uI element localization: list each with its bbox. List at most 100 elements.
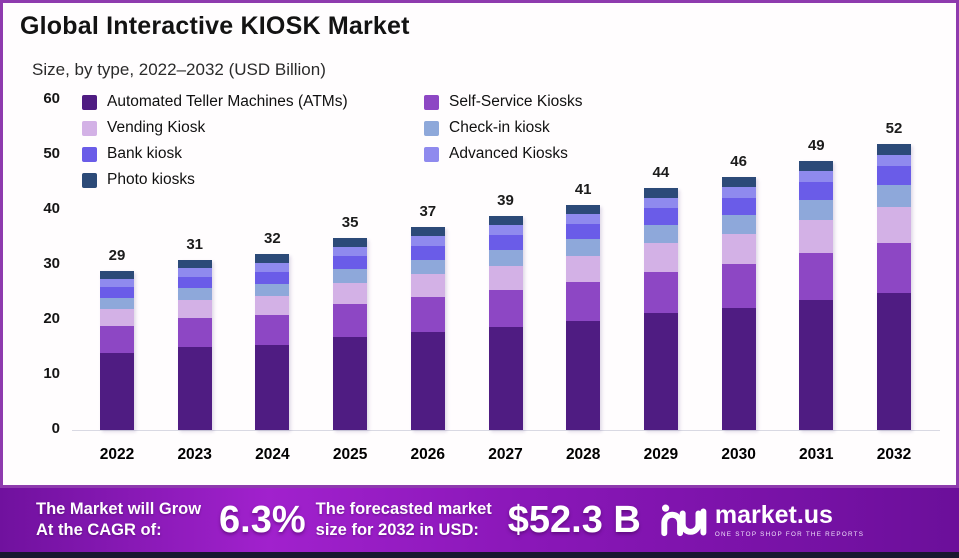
legend-item-advanced-kiosks: Advanced Kiosks [424, 144, 744, 164]
x-axis-label-2026: 2026 [410, 446, 446, 463]
forecast-label-line1: The forecasted market [315, 499, 492, 518]
bar-2026-segment-photo-kiosks [410, 226, 445, 237]
bar-2028 [566, 204, 601, 431]
bar-2025-segment-vending-kiosk [333, 283, 368, 305]
bar-2032-segment-vending-kiosk [877, 207, 911, 243]
bar-2030-segment-photo-kiosks [721, 177, 756, 188]
bar-total-label-2022: 29 [108, 246, 126, 264]
bar-2022-segment-automated-teller-machines-atms [100, 353, 134, 430]
x-axis-label-2028: 2028 [565, 446, 601, 463]
bar-2024-segment-vending-kiosk [255, 296, 290, 316]
bar-2032-segment-check-in-kiosk [877, 185, 911, 208]
bar-2032-segment-photo-kiosks [877, 144, 911, 155]
cagr-value: 6.3% [219, 498, 306, 541]
bar-2026-segment-check-in-kiosk [410, 259, 445, 275]
bar-2022-segment-advanced-kiosks [100, 278, 134, 287]
forecast-label: The forecasted market size for 2032 in U… [316, 499, 492, 542]
legend-label: Photo kiosks [107, 171, 195, 188]
bar-2027-segment-bank-kiosk [488, 234, 523, 250]
bar-2025-segment-automated-teller-machines-atms [333, 337, 368, 430]
brand-tagline: ONE STOP SHOP FOR THE REPORTS [714, 530, 865, 538]
bar-2024 [255, 254, 290, 430]
plot-area: 0 10 20 30 40 50 60 29 2022 31 2023 32 2024 35 2025 37 2… [43, 90, 940, 463]
legend-item-self-service-kiosks: Self-Service Kiosks [424, 92, 744, 112]
bar-2025-segment-advanced-kiosks [333, 246, 368, 257]
bar-2031-segment-automated-teller-machines-atms [799, 300, 834, 430]
x-axis-label-2032: 2032 [876, 446, 912, 463]
bar-2024-segment-check-in-kiosk [255, 283, 290, 297]
bar-2032 [877, 144, 911, 430]
bar-total-label-2029: 44 [652, 164, 670, 181]
bar-2031-segment-bank-kiosk [799, 181, 834, 201]
bar-2023-segment-check-in-kiosk [177, 288, 212, 301]
bar-2023-segment-bank-kiosk [177, 276, 212, 289]
legend-item-check-in-kiosk: Check-in kiosk [424, 118, 744, 138]
bar-2027-segment-self-service-kiosks [488, 289, 523, 327]
bar-2022-segment-photo-kiosks [100, 270, 134, 279]
bar-2024-segment-self-service-kiosks [255, 315, 290, 346]
legend-swatch-automated-teller-machines-atms [82, 94, 97, 110]
bar-2029-segment-check-in-kiosk [643, 224, 678, 243]
bar-total-label-2024: 32 [264, 230, 281, 247]
footer-banner: The Market will Grow At the CAGR of: 6.3… [0, 488, 959, 552]
legend-label: Advanced Kiosks [449, 145, 568, 162]
legend-swatch-photo-kiosks [82, 172, 97, 188]
legend-label: Vending Kiosk [107, 119, 206, 136]
legend-label: Automated Teller Machines (ATMs) [107, 93, 348, 110]
bar-2031-segment-check-in-kiosk [799, 200, 834, 221]
bar-2025 [333, 237, 368, 431]
bar-2032-segment-advanced-kiosks [877, 155, 911, 166]
legend-swatch-self-service-kiosks [424, 94, 439, 110]
brand-name: market.us [714, 500, 833, 529]
bar-2027 [488, 215, 523, 431]
bar-2027-segment-automated-teller-machines-atms [488, 326, 523, 430]
legend: Automated Teller Machines (ATMs) Self-Ser… [82, 92, 744, 190]
bar-2031-segment-photo-kiosks [799, 160, 834, 172]
bar-total-label-2025: 35 [341, 213, 359, 231]
bar-2024-segment-bank-kiosk [255, 271, 290, 284]
bar-2028-segment-check-in-kiosk [566, 239, 601, 256]
bar-total-label-2027: 39 [497, 191, 514, 209]
cagr-label-line1: The Market will Grow [36, 499, 202, 518]
bar-2027-segment-photo-kiosks [488, 215, 523, 226]
bar-2026-segment-self-service-kiosks [410, 296, 445, 333]
legend-item-bank-kiosk: Bank kiosk [82, 144, 424, 164]
cagr-label-line2: At the CAGR of: [36, 521, 162, 539]
bar-2032-segment-bank-kiosk [877, 166, 911, 186]
x-axis-label-2023: 2023 [177, 446, 212, 463]
legend-swatch-advanced-kiosks [424, 146, 439, 162]
y-axis-tick-40: 40 [43, 200, 60, 217]
legend-label: Self-Service Kiosks [449, 93, 583, 110]
bar-2031-segment-vending-kiosk [799, 220, 834, 254]
y-axis-tick-60: 60 [43, 90, 60, 107]
bar-2030-segment-vending-kiosk [721, 234, 756, 265]
bar-2030-segment-advanced-kiosks [721, 187, 756, 198]
bar-2029-segment-advanced-kiosks [643, 198, 678, 209]
legend-label: Check-in kiosk [449, 119, 550, 136]
bar-2023-segment-photo-kiosks [177, 259, 212, 268]
bar-2023-segment-advanced-kiosks [177, 267, 212, 277]
bar-2025-segment-photo-kiosks [333, 237, 368, 247]
bar-2024-segment-automated-teller-machines-atms [255, 345, 290, 430]
bar-2024-segment-advanced-kiosks [255, 262, 290, 272]
y-axis-tick-30: 30 [43, 255, 60, 272]
bar-2029-segment-self-service-kiosks [643, 271, 678, 314]
bar-2030-segment-automated-teller-machines-atms [721, 308, 756, 430]
bar-2025-segment-bank-kiosk [333, 256, 368, 270]
x-axis-label-2024: 2024 [255, 446, 290, 463]
bar-2032-segment-automated-teller-machines-atms [877, 292, 911, 430]
legend-label: Bank kiosk [107, 145, 182, 162]
bar-2031-segment-advanced-kiosks [799, 171, 834, 182]
x-axis-label-2025: 2025 [332, 446, 368, 463]
bar-2025-segment-self-service-kiosks [333, 304, 368, 338]
y-axis-tick-0: 0 [51, 420, 60, 437]
bar-total-label-2023: 31 [186, 235, 204, 253]
bar-2026-segment-advanced-kiosks [410, 236, 445, 246]
bar-2030-segment-self-service-kiosks [721, 264, 756, 309]
bar-2027-segment-check-in-kiosk [488, 249, 523, 266]
bar-2022-segment-self-service-kiosks [100, 325, 134, 353]
bar-total-label-2028: 41 [574, 180, 592, 198]
bar-2023-segment-vending-kiosk [177, 300, 212, 319]
bar-2022-segment-vending-kiosk [100, 309, 134, 326]
